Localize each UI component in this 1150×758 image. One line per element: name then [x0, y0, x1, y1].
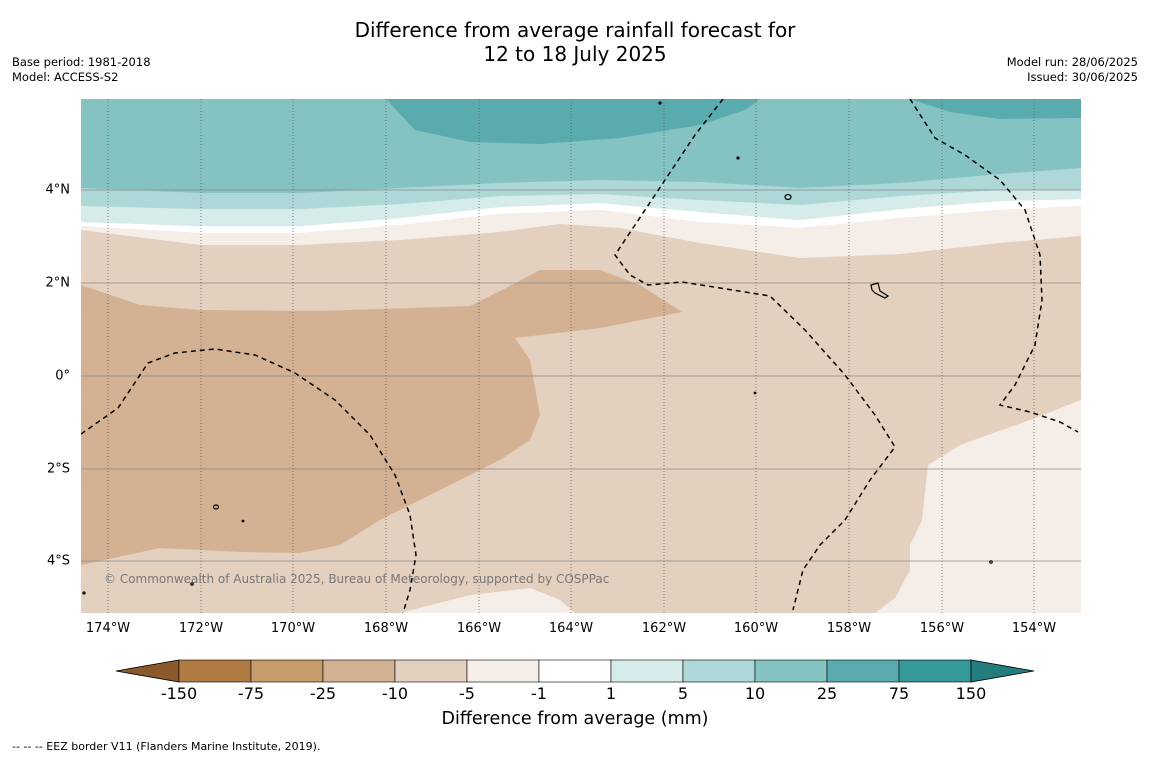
- field-minus1-to-1: [81, 199, 1081, 233]
- colorbar-box: [466, 659, 540, 683]
- colorbar-box: [754, 659, 828, 683]
- longitude-label: 174°W: [85, 621, 131, 636]
- rainfall-anomaly-fields: [81, 99, 1081, 613]
- island-outline: [190, 582, 194, 586]
- island-outline: [870, 282, 890, 299]
- eez-footnote: -- -- -- EEZ border V11 (Flanders Marine…: [12, 740, 321, 753]
- islands: [82, 101, 993, 595]
- eez-border-central: [614, 99, 896, 611]
- colorbar-tick-label: 150: [955, 684, 987, 703]
- colorbar-box: [610, 659, 684, 683]
- chart-title: Difference from average rainfall forecas…: [0, 18, 1150, 66]
- colorbar: [115, 659, 1035, 683]
- field-minus5-to-minus1-south: [400, 588, 575, 613]
- colorbar-box: [178, 659, 252, 683]
- colorbar-box: [826, 659, 900, 683]
- title-line-1: Difference from average rainfall forecas…: [354, 18, 796, 42]
- base-period-text: Base period: 1981-2018: [12, 55, 151, 69]
- field-minus5-to-minus1-southeast: [875, 400, 1081, 613]
- latitude-label: 2°N: [45, 275, 71, 291]
- colorbar-box: [250, 659, 324, 683]
- map-grid: [81, 99, 1081, 613]
- issued-text: Issued: 30/06/2025: [1027, 70, 1138, 84]
- longitude-label: 164°W: [548, 621, 594, 636]
- model-text: Model: ACCESS-S2: [12, 70, 119, 84]
- latitude-label: 4°S: [46, 553, 70, 569]
- longitude-label: 158°W: [826, 621, 872, 636]
- colorbar-box: [394, 659, 468, 683]
- colorbar-tick-label: 75: [888, 684, 910, 703]
- colorbar-tick-label: 5: [677, 684, 689, 703]
- colorbar-box: [898, 659, 972, 683]
- colorbar-tick-label: -25: [309, 684, 337, 703]
- island-outline: [82, 591, 86, 595]
- longitude-label: 166°W: [456, 621, 502, 636]
- latitude-label: 0°: [55, 368, 70, 384]
- colorbar-tick-label: -75: [237, 684, 265, 703]
- field-minus5-to-minus1-north: [81, 206, 1081, 258]
- longitude-label: 154°W: [1011, 621, 1057, 636]
- colorbar-tick-label: -5: [459, 684, 475, 703]
- issue-info: Model run: 28/06/2025 Issued: 30/06/2025: [1007, 55, 1138, 85]
- colorbar-extend-high: [970, 659, 1035, 683]
- colorbar-boxes: [178, 659, 972, 683]
- longitude-label: 172°W: [178, 621, 224, 636]
- latitude-label: 2°S: [46, 461, 70, 477]
- island-outline: [658, 101, 662, 105]
- longitude-label: 160°W: [733, 621, 779, 636]
- base-period-info: Base period: 1981-2018 Model: ACCESS-S2: [12, 55, 151, 85]
- longitude-label: 170°W: [270, 621, 316, 636]
- colorbar-box: [538, 659, 612, 683]
- field-10-to-25: [81, 99, 1081, 193]
- field-5-to-10: [81, 168, 1081, 209]
- longitude-label: 162°W: [641, 621, 687, 636]
- title-line-2: 12 to 18 July 2025: [483, 42, 667, 66]
- longitude-label: 168°W: [363, 621, 409, 636]
- latitude-label: 4°N: [45, 182, 71, 198]
- model-run-text: Model run: 28/06/2025: [1006, 55, 1138, 69]
- eez-borders: [81, 99, 1079, 613]
- copyright-notice: © Commonwealth of Australia 2025, Bureau…: [104, 572, 610, 586]
- eez-border-east: [909, 99, 1079, 433]
- island-outline: [989, 560, 993, 564]
- longitude-label: 156°W: [919, 621, 965, 636]
- colorbar-title: Difference from average (mm): [441, 709, 709, 729]
- field-25-to-75-northeast: [910, 99, 1081, 119]
- island-outline: [241, 519, 245, 523]
- colorbar-tick-label: 1: [605, 684, 617, 703]
- island-outline: [736, 156, 740, 160]
- colorbar-box: [322, 659, 396, 683]
- colorbar-box: [682, 659, 756, 683]
- colorbar-extend-low: [115, 659, 180, 683]
- colorbar-tick-label: -150: [160, 684, 198, 703]
- colorbar-tick-label: -10: [381, 684, 409, 703]
- latitude-gridlines: [81, 189, 1081, 562]
- field-25-to-75-central: [386, 99, 760, 144]
- colorbar-tick-label: -1: [531, 684, 547, 703]
- island-outline: [784, 193, 792, 201]
- island-outline: [753, 391, 757, 395]
- island-outline: [212, 504, 220, 510]
- field-1-to-5: [81, 190, 1081, 226]
- colorbar-tick-label: 25: [816, 684, 838, 703]
- colorbar-tick-label: 10: [744, 684, 766, 703]
- field-minus25-to-minus10: [81, 270, 682, 565]
